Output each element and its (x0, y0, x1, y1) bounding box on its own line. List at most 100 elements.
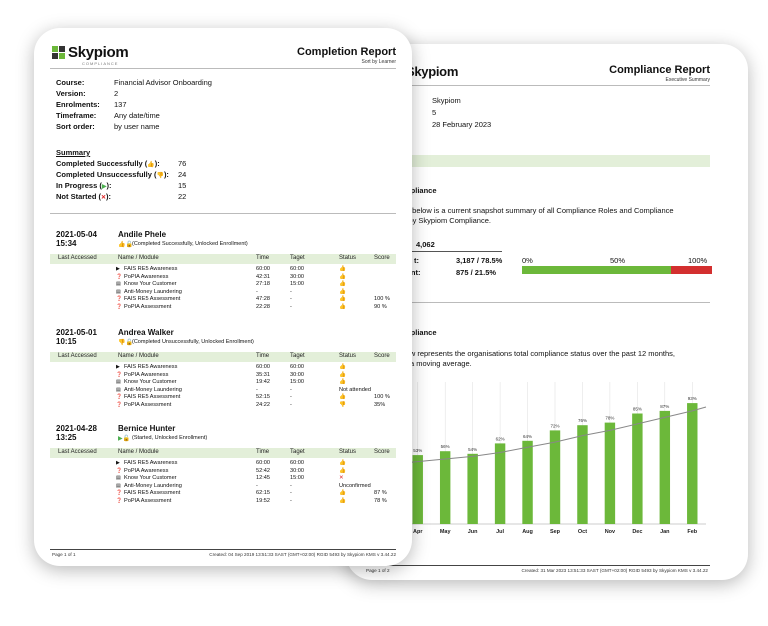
summary-title: Summary (56, 148, 91, 157)
module-score: 90 % (374, 303, 387, 310)
summary-label: Completed Unsuccessfully ( (56, 170, 157, 179)
header-target: Taget (290, 353, 305, 359)
learner-name: Andrea Walker (118, 328, 174, 337)
chart-bar (467, 453, 478, 524)
info-value: Any date/time (114, 111, 160, 120)
module-name: Anti-Money Laundering (124, 386, 182, 393)
chart-tick-label: May (440, 529, 452, 535)
info-value: 137 (114, 100, 127, 109)
module-status: 👍 (339, 296, 346, 302)
section1-text-2: ed by Skypiom Compliance. (398, 216, 491, 225)
header-module: Name / Module (118, 255, 159, 261)
summary-status-icon: 👍 (147, 162, 155, 168)
module-target: - (290, 401, 292, 408)
module-status: 👍 (339, 288, 346, 295)
module-status: 👍 (339, 266, 346, 272)
table-header (50, 352, 396, 362)
module-status: 👍 (339, 497, 346, 504)
footer-page: Page 1 of 2 (366, 568, 390, 573)
module-status: 👍 (339, 394, 346, 400)
chart-data-label: 56% (441, 444, 450, 449)
module-time: 19:52 (256, 497, 270, 504)
module-name: FAIS RE5 Awareness (124, 364, 178, 370)
module-name: PoPIA Assessment (124, 497, 172, 504)
summary-status-icon: 👎 (156, 173, 164, 179)
summary-status-icon: ▶ (101, 184, 107, 190)
report-title: Compliance Report (609, 64, 710, 76)
module-name: PoPIA Assessment (124, 303, 172, 310)
chart-bar (439, 451, 451, 524)
module-status: 👍 (339, 379, 346, 385)
module-target: - (290, 497, 292, 504)
module-score: 35% (374, 401, 386, 408)
module-time: 52:15 (256, 394, 270, 400)
module-status: 👍 (339, 303, 346, 310)
info-label: Sort order: (56, 122, 95, 131)
summary-close: ): (154, 159, 160, 168)
module-target: 15:00 (290, 281, 304, 287)
chart-trend-line (403, 406, 707, 464)
module-icon: ▤ (116, 475, 121, 481)
module-icon: ❓ (116, 273, 123, 280)
module-icon: ▤ (116, 288, 121, 295)
header-time: Time (256, 255, 270, 261)
chart-bar (549, 430, 561, 524)
module-time: 24:22 (256, 401, 270, 408)
learner-name: Andile Phele (118, 230, 167, 239)
summary-close: ): (106, 192, 112, 201)
compliant-value: 3,187 / 78.5% (456, 256, 503, 265)
chart-tick-label: Oct (578, 529, 587, 535)
module-time: 52:42 (256, 467, 270, 474)
chart-data-label: 62% (496, 436, 505, 441)
chart-data-label: 93% (688, 396, 697, 401)
module-name: PoPIA Awareness (124, 467, 169, 474)
compliant-label: t: (414, 256, 419, 265)
module-icon: ▶ (116, 460, 120, 466)
summary-label: In Progress ( (56, 181, 102, 190)
module-status: 👍 (339, 281, 346, 287)
header-target: Taget (290, 255, 305, 261)
chart-tick-label: Dec (632, 529, 642, 535)
section-band (346, 155, 710, 167)
logo: Skypiom (68, 44, 129, 61)
info-label: Course: (56, 78, 85, 87)
chart-data-label: 72% (550, 423, 559, 428)
chart-bar (632, 413, 643, 524)
module-target: 60:00 (290, 266, 304, 272)
chart-tick-label: Aug (522, 529, 533, 535)
chart-data-label: 85% (633, 407, 642, 412)
info-value: by user name (114, 122, 160, 131)
table-header (50, 254, 396, 264)
chart-bar (687, 403, 698, 524)
header-module: Name / Module (118, 353, 159, 359)
header-score: Score (374, 353, 390, 359)
footer-created: Created: 04 Sep 2019 13:51:33 SAST (GMT+… (209, 552, 396, 557)
module-icon: ▤ (116, 386, 121, 393)
module-target: 15:00 (290, 379, 304, 385)
logo-sub: COMPLIANCE (82, 61, 119, 66)
module-name: FAIS RE5 Awareness (124, 460, 178, 466)
module-target: - (290, 490, 292, 496)
module-icon: ▶ (116, 364, 120, 370)
module-score: 100 % (374, 296, 390, 302)
header-accessed: Last Accessed (58, 255, 97, 261)
completion-report-page: Skypiom COMPLIANCE Completion Report Sor… (34, 28, 412, 566)
total-count: 4,062 (416, 240, 435, 249)
header-time: Time (256, 353, 270, 359)
info-label: Version: (56, 89, 86, 98)
module-icon: ▤ (116, 281, 121, 287)
chart-tick-label: Feb (687, 529, 697, 535)
chart-data-label: 53% (413, 448, 422, 453)
module-score: 87 % (374, 490, 387, 496)
org-name: Skypiom (432, 96, 461, 105)
module-time: 60:00 (256, 266, 270, 272)
chart-tick-label: Jun (468, 529, 478, 535)
chart-data-label: 87% (660, 404, 669, 409)
module-time: 60:00 (256, 460, 270, 466)
footer-created: Created: 31 Mar 2023 13:51:33 SAST (GMT+… (521, 568, 708, 573)
learner-date: 2021-05-01 (56, 328, 97, 337)
module-name: FAIS RE5 Assessment (124, 296, 181, 302)
logo: Skypiom (406, 64, 459, 79)
module-name: Know Your Customer (124, 281, 177, 287)
info-value: 2 (114, 89, 119, 98)
